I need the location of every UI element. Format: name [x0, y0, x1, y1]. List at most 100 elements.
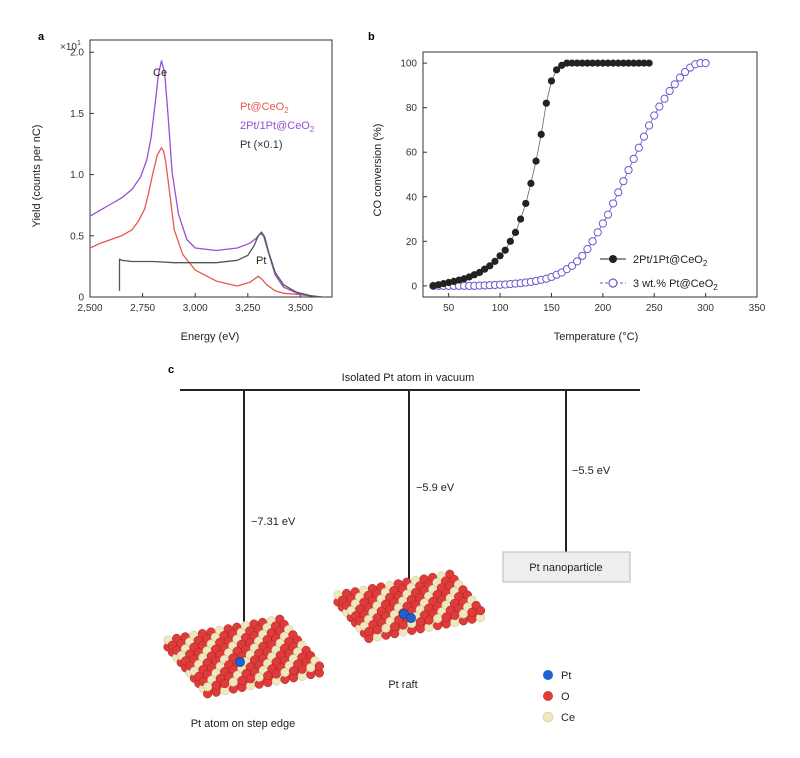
series-3wt-pt-ceo2-point — [598, 219, 607, 228]
series-2pt1pt-ceo2-point — [511, 228, 520, 237]
o-atom — [271, 669, 281, 679]
series-2pt1pt-ceo2-point — [496, 252, 504, 260]
series-3wt-pt-ceo2-point — [644, 121, 654, 130]
o-atom — [390, 622, 400, 632]
pt-atom — [235, 657, 245, 667]
ce-atom — [381, 623, 391, 633]
series-2pt1pt-ceo2-point — [594, 59, 602, 67]
energy-label-step-edge: −7.31 eV — [251, 516, 296, 528]
panel-b-xtick-label: 200 — [595, 303, 612, 314]
panel-b-xtick-label: 350 — [749, 303, 766, 314]
panel-b-letter: b — [368, 31, 375, 43]
series-2pt1pt-ceo2-point — [630, 59, 638, 67]
end-label-nanoparticle: Pt nanoparticle — [529, 562, 602, 574]
series-3wt-pt-ceo2-point — [619, 177, 628, 186]
panel-b-xtick-label: 100 — [492, 303, 509, 314]
series-3wt-pt-ceo2-point — [680, 67, 690, 77]
panel-b-ytick-label: 40 — [406, 192, 418, 203]
series-2pt1pt-ceo2-point — [553, 66, 561, 74]
series-3wt-pt-ceo2-point — [573, 257, 582, 266]
series-3wt-pt-ceo2-point — [629, 154, 638, 164]
panel-a-ytick-label: 2.0 — [70, 48, 84, 59]
panel-b-xtick-label: 50 — [443, 303, 455, 314]
panel-b-xtick-label: 300 — [697, 303, 714, 314]
panel-b-ytick-label: 0 — [411, 281, 417, 292]
panel-a-series — [89, 60, 322, 298]
panel-b-ytick-label: 20 — [406, 237, 418, 248]
series-2pt1pt-ceo2-point — [547, 77, 556, 85]
o-atom — [220, 679, 230, 689]
series-3wt-pt-ceo2-point — [614, 188, 623, 197]
ce-atom — [203, 682, 213, 692]
series-2pt1pt-ceo2-point — [619, 59, 628, 67]
series-2pt1pt-ceo2-point — [481, 265, 489, 273]
o-atom — [297, 664, 307, 674]
series-2pt1pt-ceo2-point — [542, 99, 550, 107]
panel-a-xtick-label: 2,750 — [130, 303, 155, 314]
panel-a-axes: 2,500 2,750 3,000 3,250 3,500 0 0.5 1.0 1.5 2.0 — [70, 39, 333, 314]
panel-b-ytick-label: 80 — [406, 103, 418, 114]
o-atom — [211, 680, 221, 690]
ce-atom — [228, 677, 238, 687]
o-atom — [263, 671, 273, 681]
o-atom — [246, 674, 256, 684]
series-2pt1pt-ceo2-point — [583, 59, 592, 67]
series-2pt1pt-ceo2-point — [527, 179, 535, 188]
series-2pt1pt-ceo2-point — [563, 59, 571, 67]
series-2pt1pt-ceo2-point — [578, 59, 586, 67]
series-2pt1pt-ceo2-point — [475, 268, 484, 277]
o-atom — [372, 625, 382, 635]
panel-a-ytick-label: 1.5 — [70, 109, 84, 120]
series-2pt1pt-ceo2-point — [645, 59, 653, 67]
series-2pt1pt-ceo2-point — [588, 59, 597, 67]
legend-atom-ce: Ce — [561, 712, 575, 724]
series-2pt1pt-ceo2-point — [573, 59, 581, 67]
series-2pt1pt-ceo2-line — [89, 60, 322, 298]
legend-b-marker-2 — [608, 278, 618, 288]
panel-b-xlabel: Temperature (°C) — [554, 331, 638, 343]
panel-b-ytick-label: 100 — [400, 59, 417, 70]
panel-a-xtick-label: 2,500 — [77, 303, 102, 314]
series-2pt1pt-ceo2-line — [433, 62, 650, 287]
diagram-top-label: Isolated Pt atom in vacuum — [342, 372, 475, 384]
panel-a-ytick-label: 0.5 — [70, 231, 84, 242]
panel-a: a ×101 2,500 2,750 3,000 3,250 3,500 0 0.5 1.0 1… — [31, 31, 333, 343]
series-2pt1pt-ceo2-point — [609, 59, 617, 67]
series-3wt-pt-ceo2-point — [701, 59, 710, 68]
panel-a-annotation-pt: Pt — [256, 255, 266, 267]
panel-a-frame — [89, 39, 333, 298]
pt-raft-slab — [333, 569, 486, 643]
legend-a-2pt1pt-ceo2: 2Pt/1Pt@CeO2 — [240, 120, 315, 134]
series-2pt1pt-ceo2-point — [517, 215, 525, 223]
series-3wt-pt-ceo2-point — [567, 261, 577, 270]
panel-a-xtick-label: 3,500 — [288, 303, 313, 314]
o-atom — [289, 666, 299, 676]
panel-b: b 50 100 150 200 250 300 350 0 20 40 60 80 100 2Pt/1… — [368, 31, 766, 343]
series-2pt1pt-ceo2-point — [624, 59, 633, 67]
panel-b-xtick-label: 250 — [646, 303, 663, 314]
energy-label-raft: −5.9 eV — [416, 482, 455, 494]
series-3wt-pt-ceo2-point — [634, 143, 643, 152]
panel-a-xtick-label: 3,250 — [235, 303, 260, 314]
series-3wt-pt-ceo2-point — [675, 73, 685, 82]
series-2pt1pt-ceo2-point — [604, 59, 612, 67]
panel-a-ytick-label: 1.0 — [70, 170, 84, 181]
series-3wt-pt-ceo2-point — [593, 228, 602, 237]
panel-a-y-multiplier: ×101 — [60, 40, 81, 53]
pt-nanoparticle-box: Pt nanoparticle — [502, 551, 631, 583]
series-pt-ceo2-line — [89, 147, 322, 298]
pt-atom — [406, 613, 416, 623]
series-3wt-pt-ceo2-point — [639, 132, 649, 141]
panel-a-letter: a — [38, 31, 45, 43]
o-atom — [314, 661, 324, 671]
series-2pt1pt-ceo2-point — [501, 246, 509, 254]
legend-atom-pt-icon — [543, 670, 553, 680]
series-2pt1pt-ceo2-point — [640, 59, 648, 67]
panel-c: c Isolated Pt atom in vacuum −7.31 eV −5… — [163, 364, 640, 730]
series-pt-x01-line — [118, 231, 322, 298]
o-atom — [237, 675, 247, 685]
ce-atom — [433, 614, 443, 624]
o-atom — [424, 615, 434, 625]
panel-a-xtick-label: 3,000 — [183, 303, 208, 314]
